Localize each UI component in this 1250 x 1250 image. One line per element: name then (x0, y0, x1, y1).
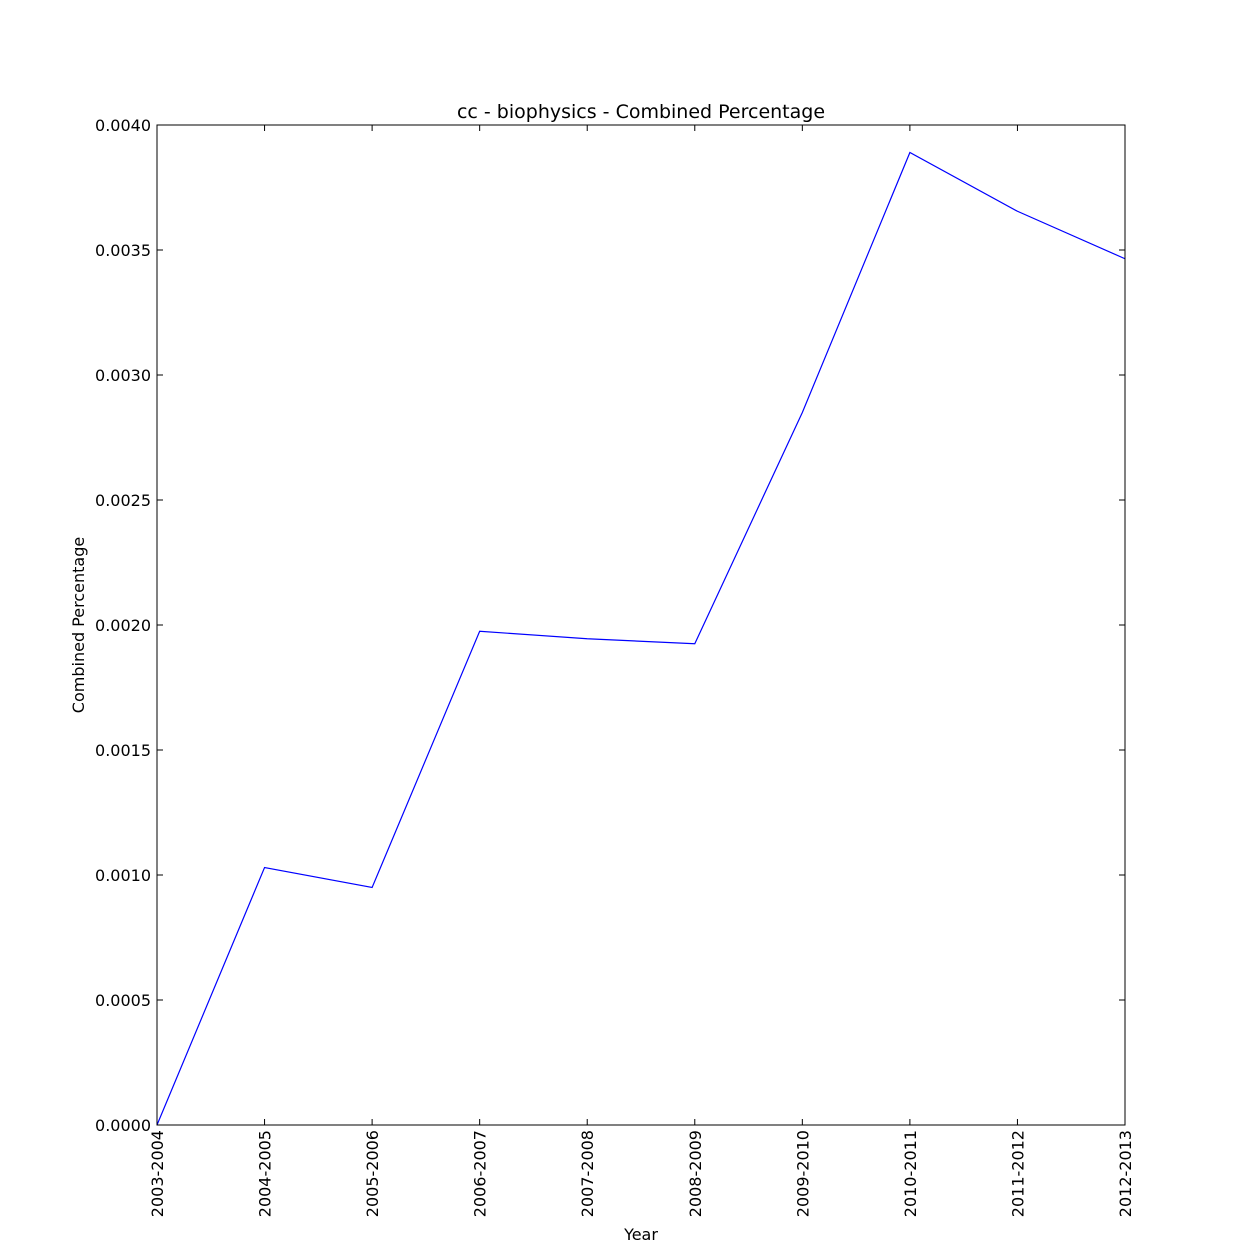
x-axis: 2003-2004 2004-2005 2005-2006 2006-2007 2007… (148, 125, 1135, 1217)
y-tick-label: 0.0015 (95, 741, 151, 760)
x-tick-label: 2012-2013 (1116, 1130, 1135, 1217)
series-layer (156, 151, 1126, 1126)
y-tick-label: 0.0020 (95, 616, 151, 635)
x-tick-label: 2011-2012 (1008, 1130, 1027, 1217)
y-tick-label: 0.0030 (95, 366, 151, 385)
x-tick-label: 2004-2005 (256, 1130, 275, 1217)
x-axis-label: Year (623, 1225, 658, 1244)
x-tick-label: 2010-2011 (901, 1130, 920, 1217)
y-tick-label: 0.0040 (95, 116, 151, 135)
x-tick-label: 2008-2009 (686, 1130, 705, 1217)
plot-frame (156, 124, 1126, 1126)
y-tick-label: 0.0010 (95, 866, 151, 885)
x-tick-label: 2005-2006 (363, 1130, 382, 1217)
series-line-0 (156, 151, 1126, 1126)
y-tick-label: 0.0000 (95, 1116, 151, 1135)
y-tick-label: 0.0025 (95, 491, 151, 510)
x-tick-label: 2007-2008 (578, 1130, 597, 1217)
x-tick-label: 2003-2004 (148, 1130, 167, 1217)
x-tick-label: 2006-2007 (471, 1130, 490, 1217)
y-axis: 0.0000 0.0005 0.0010 0.0015 0.0020 0.0025 0.00… (95, 116, 1125, 1135)
chart-title: cc - biophysics - Combined Percentage (457, 101, 825, 123)
y-tick-label: 0.0035 (95, 241, 151, 260)
y-tick-label: 0.0005 (95, 991, 151, 1010)
y-axis-label: Combined Percentage (69, 537, 88, 713)
x-tick-label: 2009-2010 (793, 1130, 812, 1217)
